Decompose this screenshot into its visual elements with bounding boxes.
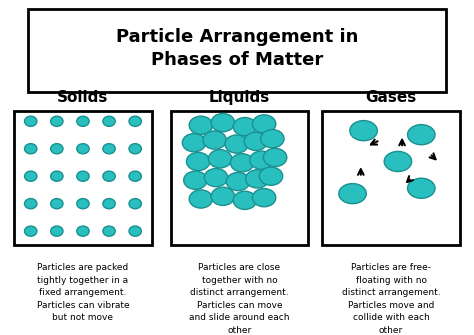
Ellipse shape [408, 125, 435, 145]
Ellipse shape [77, 144, 89, 154]
Text: Particles are close
together with no
distinct arrangement.
Particles can move
an: Particles are close together with no dis… [189, 263, 290, 335]
Ellipse shape [77, 116, 89, 126]
Ellipse shape [129, 116, 141, 126]
FancyBboxPatch shape [322, 111, 460, 245]
Ellipse shape [225, 135, 248, 153]
Ellipse shape [25, 116, 37, 126]
Ellipse shape [209, 150, 232, 168]
Ellipse shape [25, 199, 37, 209]
Ellipse shape [189, 116, 212, 134]
Ellipse shape [259, 167, 283, 185]
Ellipse shape [408, 178, 435, 198]
Ellipse shape [25, 226, 37, 236]
Ellipse shape [339, 184, 366, 204]
FancyBboxPatch shape [171, 111, 308, 245]
Ellipse shape [129, 226, 141, 236]
Ellipse shape [77, 199, 89, 209]
Ellipse shape [204, 169, 228, 187]
Ellipse shape [77, 226, 89, 236]
Ellipse shape [51, 199, 63, 209]
Ellipse shape [226, 173, 250, 191]
Text: Particles are packed
tightly together in a
fixed arrangement.
Particles can vibr: Particles are packed tightly together in… [36, 263, 129, 322]
Ellipse shape [233, 118, 256, 136]
Ellipse shape [51, 226, 63, 236]
Ellipse shape [230, 154, 254, 172]
Ellipse shape [51, 171, 63, 181]
Ellipse shape [350, 121, 377, 141]
Ellipse shape [129, 144, 141, 154]
Ellipse shape [186, 152, 210, 171]
Ellipse shape [129, 199, 141, 209]
Ellipse shape [184, 171, 207, 189]
Ellipse shape [211, 114, 235, 132]
Ellipse shape [103, 144, 115, 154]
Ellipse shape [129, 171, 141, 181]
Text: Particle Arrangement in
Phases of Matter: Particle Arrangement in Phases of Matter [116, 28, 358, 69]
Ellipse shape [264, 148, 287, 166]
Ellipse shape [250, 151, 273, 169]
Ellipse shape [244, 132, 267, 150]
Ellipse shape [182, 134, 206, 152]
Text: Gases: Gases [365, 90, 417, 105]
Ellipse shape [103, 199, 115, 209]
Ellipse shape [51, 116, 63, 126]
Text: Particles are free-
floating with no
distinct arrangement.
Particles move and
co: Particles are free- floating with no dis… [342, 263, 440, 335]
Ellipse shape [77, 171, 89, 181]
Ellipse shape [233, 191, 256, 209]
Ellipse shape [103, 171, 115, 181]
FancyBboxPatch shape [28, 9, 446, 92]
Ellipse shape [253, 189, 276, 207]
Ellipse shape [103, 226, 115, 236]
Ellipse shape [253, 115, 276, 133]
Ellipse shape [103, 116, 115, 126]
Ellipse shape [25, 144, 37, 154]
Ellipse shape [211, 187, 235, 205]
Ellipse shape [25, 171, 37, 181]
Text: Solids: Solids [57, 90, 109, 105]
Ellipse shape [384, 151, 411, 172]
Ellipse shape [203, 131, 226, 149]
Ellipse shape [261, 130, 284, 148]
Ellipse shape [246, 170, 269, 188]
FancyBboxPatch shape [14, 111, 152, 245]
Ellipse shape [189, 190, 212, 208]
Ellipse shape [51, 144, 63, 154]
Text: Liquids: Liquids [209, 90, 270, 105]
